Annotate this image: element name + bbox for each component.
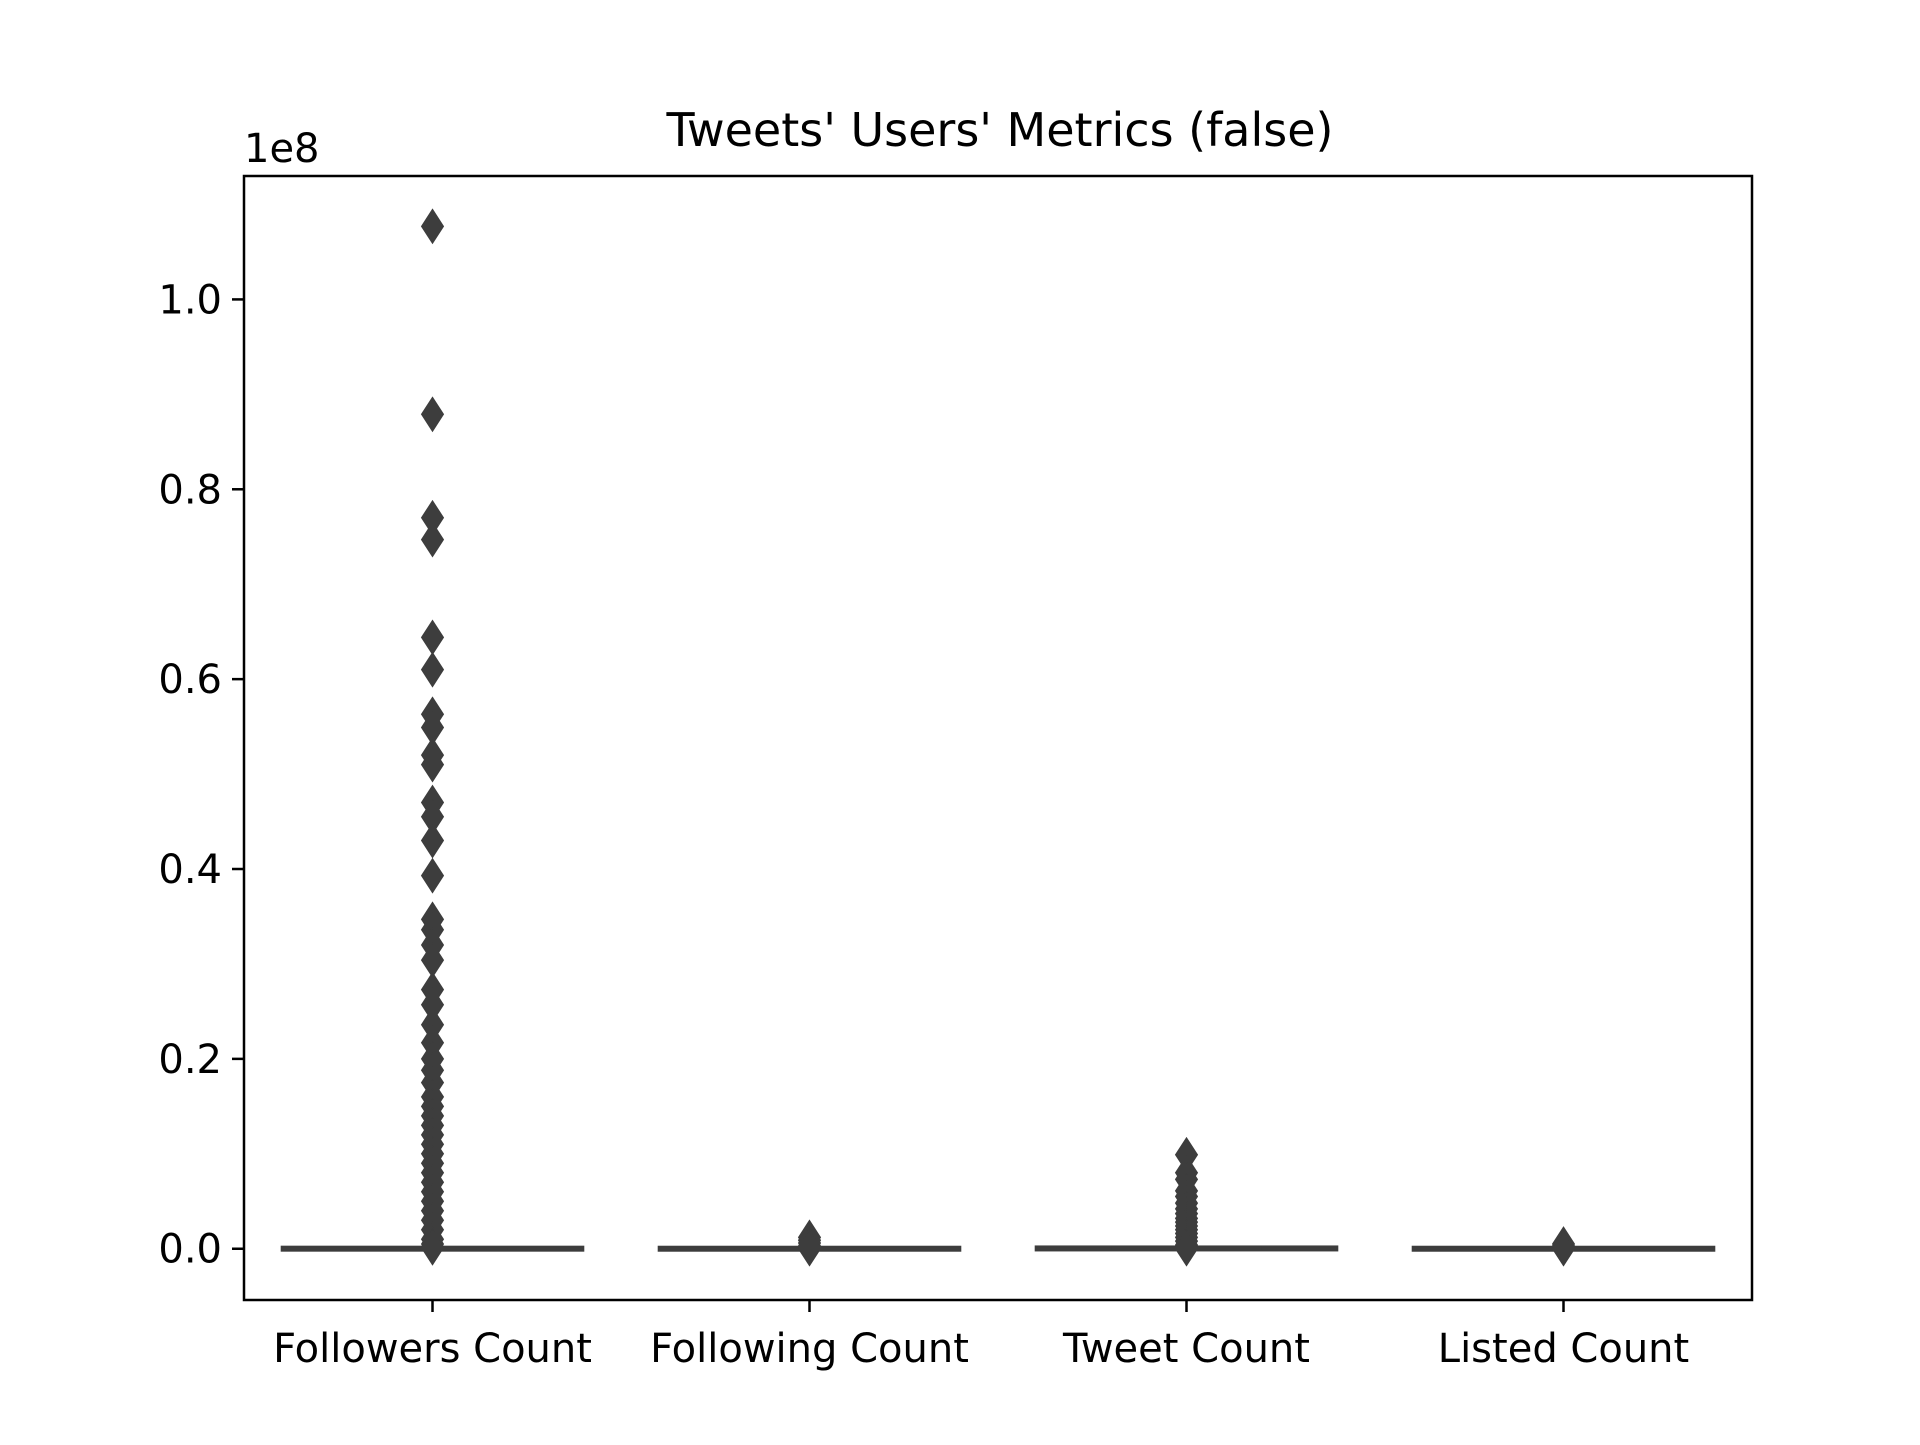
x-tick-label: Listed Count: [1438, 1326, 1689, 1372]
x-tick-label: Tweet Count: [1062, 1326, 1310, 1372]
outlier-point: [420, 396, 445, 433]
outlier-point: [1551, 1230, 1576, 1267]
y-axis-ticks: 0.0 0.2 0.4 0.6 0.8 1.0: [158, 277, 244, 1273]
y-tick-label: 0.2: [158, 1037, 222, 1083]
y-tick-label: 0.0: [158, 1227, 222, 1273]
x-tick-label: Followers Count: [273, 1326, 592, 1372]
y-tick-label: 0.6: [158, 657, 222, 703]
y-tick-label: 0.4: [158, 847, 222, 893]
plot-area-frame: [242, 174, 1754, 1302]
outlier-point: [420, 1229, 445, 1266]
outlier-point: [420, 746, 445, 783]
outlier-point: [797, 1230, 822, 1267]
outlier-point: [420, 208, 445, 245]
outlier-point: [420, 822, 445, 859]
x-axis-ticks: Followers Count Following Count Tweet Coun…: [273, 1300, 1689, 1372]
x-tick-label: Following Count: [650, 1326, 969, 1372]
chart-title: Tweets' Users' Metrics (false): [666, 103, 1334, 157]
outlier-point: [420, 651, 445, 688]
y-axis-offset-label: 1e8: [244, 126, 320, 172]
outlier-point: [1174, 1230, 1199, 1267]
outliers-layer: [420, 208, 1576, 1267]
y-tick-label: 1.0: [158, 277, 222, 323]
y-tick-label: 0.8: [158, 467, 222, 513]
outlier-point: [420, 857, 445, 894]
outlier-point: [420, 521, 445, 558]
